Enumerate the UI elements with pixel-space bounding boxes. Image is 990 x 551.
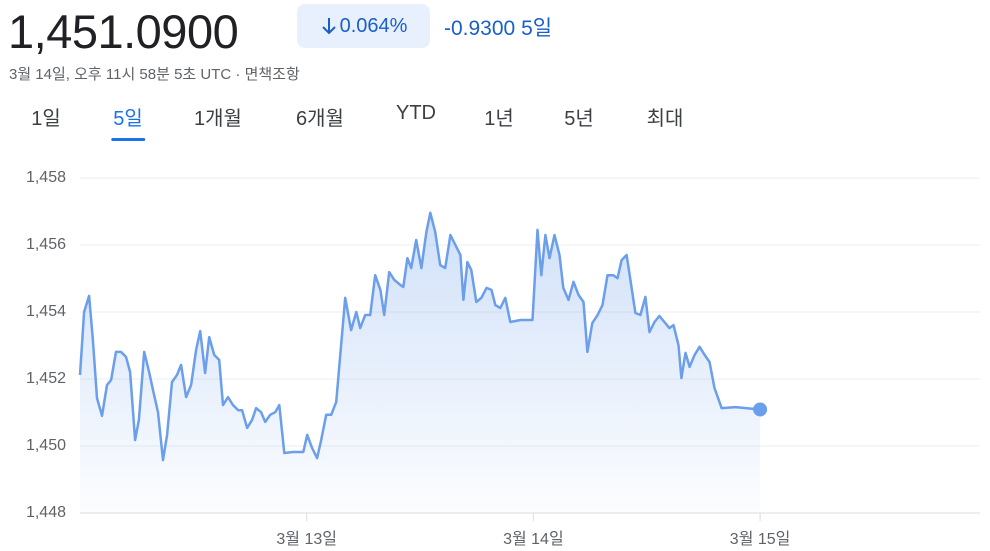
y-tick-label: 1,458 (26, 169, 66, 186)
y-tick-label: 1,454 (26, 303, 66, 320)
change-percent: 0.064% (339, 14, 408, 37)
range-tab[interactable]: 1일 (31, 108, 61, 130)
disclaimer-link[interactable]: 면책조항 (244, 66, 300, 83)
range-tab[interactable]: YTD (396, 102, 436, 124)
price-line (78, 211, 761, 462)
y-tick-label: 1,448 (26, 504, 66, 521)
change-percent-badge: 0.064% (297, 4, 430, 48)
x-tick-label: 3월 14일 (503, 530, 564, 548)
change-period: 5일 (521, 17, 553, 40)
range-tab[interactable]: 5년 (564, 108, 594, 130)
y-tick-label: 1,450 (26, 437, 66, 454)
range-tab[interactable]: 1개월 (194, 108, 242, 130)
area (80, 212, 761, 514)
timestamp-text: 3월 14일, 오후 11시 58분 5초 UTC · (9, 66, 245, 83)
range-tab[interactable]: 1년 (484, 108, 514, 130)
y-tick-label: 1,452 (26, 370, 66, 387)
last-point (753, 402, 768, 417)
change: -0.9300 5일 (444, 12, 552, 42)
range-tab[interactable]: 최대 (646, 108, 684, 130)
change-value: -0.9300 (444, 17, 516, 40)
timestamp: 3월 14일, 오후 11시 58분 5초 UTC · 면책조항 (9, 63, 300, 84)
price: 1,451.0900 (8, 5, 239, 58)
down-arrow-icon (321, 18, 336, 35)
x-tick-label: 3월 13일 (276, 530, 337, 548)
x-tick-label: 3월 15일 (730, 530, 791, 548)
range-tab[interactable]: 5일 (111, 102, 145, 141)
range-tab[interactable]: 6개월 (296, 108, 344, 130)
y-tick-label: 1,456 (26, 236, 66, 253)
